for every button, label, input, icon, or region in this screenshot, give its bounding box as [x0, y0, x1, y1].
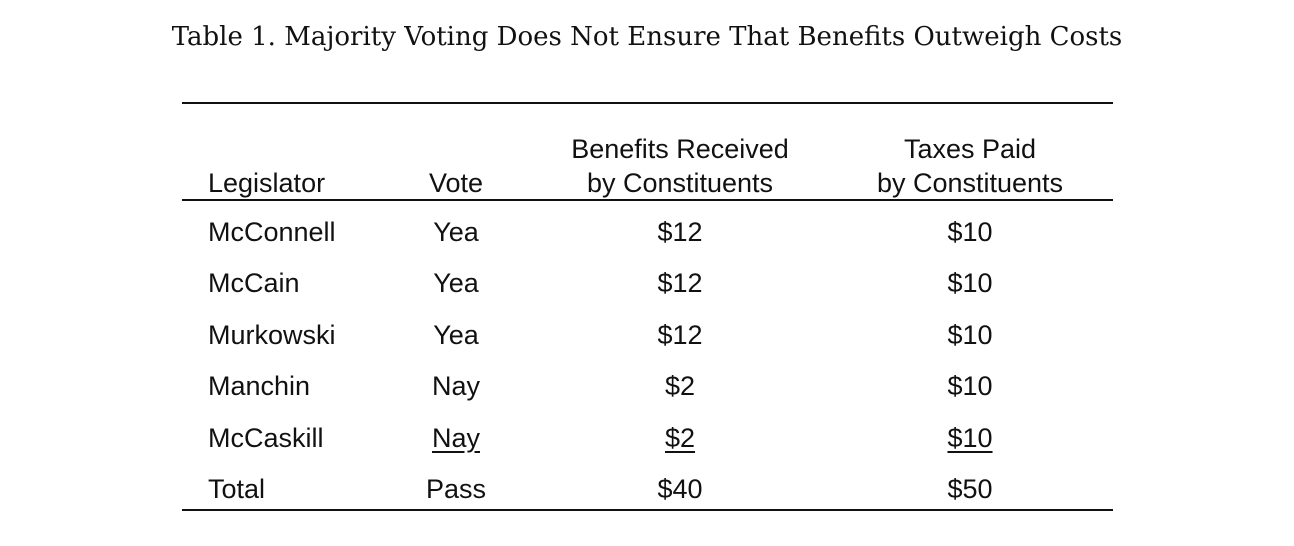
table-cell: Pass — [425, 474, 487, 504]
column-header: Vote — [428, 168, 484, 198]
column-header: Benefits Received — [571, 134, 789, 164]
row-label: Murkowski — [208, 320, 336, 350]
table-cell: $10 — [947, 371, 993, 401]
table-cell: $12 — [657, 268, 703, 298]
table-cell: $40 — [657, 474, 703, 504]
table-cell: $2 — [664, 371, 696, 401]
table-title: Table 1. Majority Voting Does Not Ensure… — [171, 22, 1123, 52]
top-rule — [182, 102, 1113, 104]
table-cell: $50 — [947, 474, 993, 504]
table-cell: Yea — [433, 217, 479, 247]
table-cell: Nay — [431, 371, 480, 401]
table-cell: $10 — [947, 320, 993, 350]
table-cell: $2 — [664, 423, 696, 453]
row-label: Total — [208, 474, 266, 504]
table-cell: $12 — [657, 320, 703, 350]
table-cell: $10 — [947, 423, 993, 453]
column-header: by Constituents — [876, 168, 1064, 198]
column-header: Taxes Paid — [903, 134, 1037, 164]
table-cell: $10 — [947, 268, 993, 298]
row-label: McConnell — [208, 217, 336, 247]
table-cell: $10 — [947, 217, 993, 247]
row-label: McCain — [208, 268, 300, 298]
column-header: Legislator — [208, 168, 326, 198]
header-rule — [182, 199, 1113, 201]
table-cell: Yea — [433, 320, 479, 350]
table-cell: $12 — [657, 217, 703, 247]
bottom-rule — [182, 509, 1113, 511]
row-label: McCaskill — [208, 423, 324, 453]
row-label: Manchin — [208, 371, 311, 401]
table-cell: Yea — [433, 268, 479, 298]
column-header: by Constituents — [586, 168, 774, 198]
table-cell: Nay — [431, 423, 480, 453]
